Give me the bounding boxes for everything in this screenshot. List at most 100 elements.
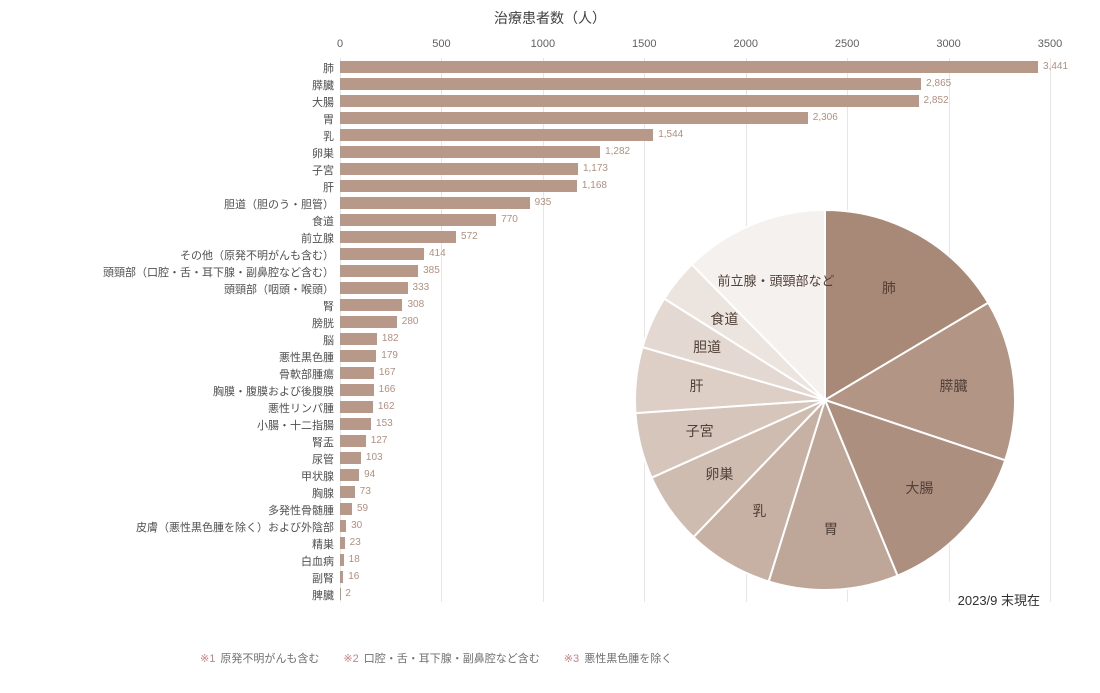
category-label: 肺 bbox=[323, 60, 334, 76]
bar bbox=[340, 537, 345, 549]
value-label: 153 bbox=[376, 418, 393, 429]
bar bbox=[340, 401, 373, 413]
x-tick-label: 3500 bbox=[1038, 38, 1062, 50]
bar bbox=[340, 469, 359, 481]
bar bbox=[340, 520, 346, 532]
bar bbox=[340, 554, 344, 566]
grid-line bbox=[949, 58, 950, 602]
value-label: 2,865 bbox=[926, 78, 951, 89]
category-label: 副腎 bbox=[312, 570, 334, 586]
value-label: 30 bbox=[351, 520, 362, 531]
pie-slice-label: 乳 bbox=[752, 501, 766, 521]
bar bbox=[340, 78, 921, 90]
bar bbox=[340, 112, 808, 124]
value-label: 166 bbox=[379, 384, 396, 395]
value-label: 127 bbox=[371, 435, 388, 446]
category-label: 食道 bbox=[312, 213, 334, 229]
value-label: 2 bbox=[345, 588, 351, 599]
value-label: 167 bbox=[379, 367, 396, 378]
bar bbox=[340, 350, 376, 362]
category-label: 乳 bbox=[323, 128, 334, 144]
category-label: 腎 bbox=[323, 298, 334, 314]
category-label: 精巣 bbox=[312, 536, 334, 552]
value-label: 182 bbox=[382, 333, 399, 344]
pie-slice-label: 肺 bbox=[882, 278, 896, 298]
bar bbox=[340, 316, 397, 328]
grid-line bbox=[847, 58, 848, 602]
value-label: 1,173 bbox=[583, 163, 608, 174]
value-label: 3,441 bbox=[1043, 61, 1068, 72]
category-label: 小腸・十二指腸 bbox=[257, 417, 334, 433]
value-label: 572 bbox=[461, 231, 478, 242]
pie-slice bbox=[692, 210, 825, 400]
pie-slice-label: 肝 bbox=[690, 376, 704, 396]
category-label: 甲状腺 bbox=[301, 468, 334, 484]
bar bbox=[340, 588, 341, 600]
category-label: 子宮 bbox=[312, 162, 334, 178]
category-label: 脾臓 bbox=[312, 587, 334, 603]
x-tick-label: 1000 bbox=[531, 38, 555, 50]
pie-slice bbox=[769, 400, 898, 590]
value-label: 308 bbox=[407, 299, 424, 310]
pie-slice-label: 胃 bbox=[824, 519, 838, 539]
category-label: 皮膚（悪性黒色腫を除く）および外陰部 bbox=[136, 519, 334, 535]
value-label: 23 bbox=[350, 537, 361, 548]
bar bbox=[340, 571, 343, 583]
bar bbox=[340, 265, 418, 277]
category-label: 尿管 bbox=[312, 451, 334, 467]
category-label: 脳 bbox=[323, 332, 334, 348]
pie-slice-label: 膵臓 bbox=[939, 376, 967, 396]
bar bbox=[340, 231, 456, 243]
category-label: 悪性黒色腫 bbox=[279, 349, 334, 365]
footnotes: ※1 原発不明がんも含む※2 口腔・舌・耳下腺・副鼻腔など含む※3 悪性黒色腫を… bbox=[200, 650, 696, 666]
grid-line bbox=[746, 58, 747, 602]
value-label: 935 bbox=[535, 197, 552, 208]
category-label: 頭頸部（咽頭・喉頭） bbox=[224, 281, 334, 297]
bar bbox=[340, 95, 919, 107]
category-label: 白血病 bbox=[301, 553, 334, 569]
category-label: 肝 bbox=[323, 179, 334, 195]
bar bbox=[340, 367, 374, 379]
category-label: 前立腺 bbox=[301, 230, 334, 246]
bar bbox=[340, 384, 374, 396]
pie-slice bbox=[635, 347, 825, 413]
value-label: 18 bbox=[349, 554, 360, 565]
x-tick-label: 1500 bbox=[632, 38, 656, 50]
value-label: 1,282 bbox=[605, 146, 630, 157]
value-label: 333 bbox=[413, 282, 430, 293]
value-label: 179 bbox=[381, 350, 398, 361]
value-label: 59 bbox=[357, 503, 368, 514]
chart-root: 治療患者数（人） 0500100015002000250030003500肺3,… bbox=[0, 0, 1100, 693]
bar bbox=[340, 129, 653, 141]
bar bbox=[340, 333, 377, 345]
pie-slice-label: 卵巣 bbox=[705, 464, 733, 484]
value-label: 2,306 bbox=[813, 112, 838, 123]
category-label: 多発性骨髄腫 bbox=[268, 502, 334, 518]
category-label: 胸腺 bbox=[312, 485, 334, 501]
value-label: 770 bbox=[501, 214, 518, 225]
category-label: その他（原発不明がんも含む） bbox=[180, 247, 334, 263]
bar bbox=[340, 452, 361, 464]
category-label: 腎盂 bbox=[312, 434, 334, 450]
bar bbox=[340, 418, 371, 430]
category-label: 頭頸部（口腔・舌・耳下腺・副鼻腔など含む） bbox=[103, 264, 334, 280]
category-label: 膀胱 bbox=[312, 315, 334, 331]
pie-slice bbox=[825, 303, 1015, 461]
category-label: 悪性リンパ腫 bbox=[268, 400, 334, 416]
category-label: 胸膜・腹膜および後腹膜 bbox=[213, 383, 334, 399]
value-label: 73 bbox=[360, 486, 371, 497]
x-tick-label: 500 bbox=[432, 38, 450, 50]
value-label: 103 bbox=[366, 452, 383, 463]
x-axis-title: 治療患者数（人） bbox=[494, 8, 606, 28]
footnote-text: 悪性黒色腫を除く bbox=[581, 653, 672, 665]
category-label: 胆道（胆のう・胆管） bbox=[224, 196, 334, 212]
footnote-text: 原発不明がんも含む bbox=[217, 653, 319, 665]
category-label: 大腸 bbox=[312, 94, 334, 110]
x-tick-label: 2500 bbox=[835, 38, 859, 50]
bar bbox=[340, 163, 578, 175]
value-label: 280 bbox=[402, 316, 419, 327]
footnote-text: 口腔・舌・耳下腺・副鼻腔など含む bbox=[361, 653, 540, 665]
value-label: 16 bbox=[348, 571, 359, 582]
value-label: 385 bbox=[423, 265, 440, 276]
category-label: 卵巣 bbox=[312, 145, 334, 161]
